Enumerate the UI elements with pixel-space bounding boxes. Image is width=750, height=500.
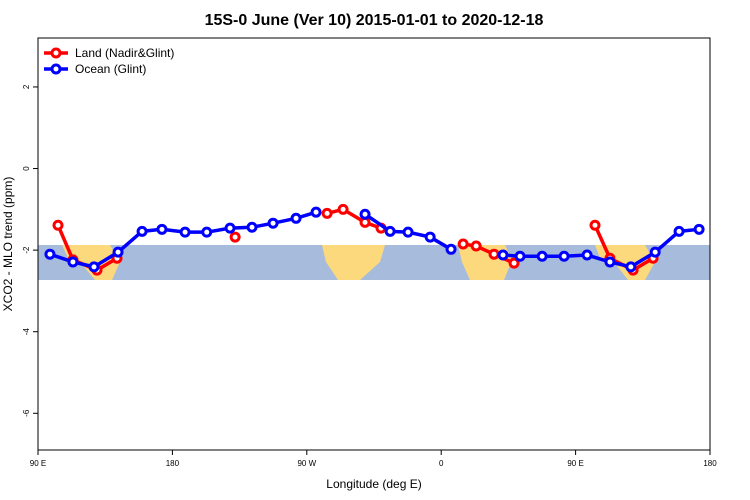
x-tick-label: 90 E — [30, 459, 46, 468]
point — [497, 249, 509, 261]
legend-label: Ocean (Glint) — [75, 62, 146, 76]
x-tick-label: 0 — [439, 459, 444, 468]
point — [673, 225, 685, 237]
point — [457, 238, 469, 250]
land — [322, 245, 385, 280]
y-tick-label: -4 — [22, 328, 31, 336]
x-tick-label: 180 — [703, 459, 717, 468]
point — [179, 226, 191, 238]
point — [424, 231, 436, 243]
point — [649, 246, 661, 258]
point — [445, 243, 457, 255]
point — [693, 223, 705, 235]
x-axis-label: Longitude (deg E) — [326, 477, 421, 491]
plot-frame — [37, 37, 711, 451]
point — [52, 219, 64, 231]
point — [246, 221, 258, 233]
x-tick-label: 180 — [166, 459, 180, 468]
x-tick-label: 90 W — [297, 459, 316, 468]
y-tick-label: -2 — [22, 246, 31, 254]
legend-marker — [50, 47, 62, 59]
point — [359, 208, 371, 220]
y-tick-label: 0 — [22, 166, 31, 171]
x-tick-label: 90 E — [567, 459, 583, 468]
point — [508, 257, 520, 269]
point — [625, 261, 637, 273]
point — [229, 231, 241, 243]
point — [67, 256, 79, 268]
point — [136, 225, 148, 237]
point — [337, 203, 349, 215]
point — [112, 246, 124, 258]
y-axis-label: XCO2 - MLO trend (ppm) — [1, 177, 15, 312]
point — [558, 250, 570, 262]
y-tick-label: -6 — [22, 409, 31, 417]
point — [402, 226, 414, 238]
point — [488, 248, 500, 260]
point — [470, 240, 482, 252]
point — [604, 256, 616, 268]
point — [514, 250, 526, 262]
point — [267, 217, 279, 229]
point — [156, 223, 168, 235]
point — [310, 206, 322, 218]
point — [88, 261, 100, 273]
point — [536, 250, 548, 262]
y-tick-label: 2 — [22, 84, 31, 89]
legend-marker — [50, 63, 62, 75]
point — [581, 249, 593, 261]
point — [44, 248, 56, 260]
point — [384, 225, 396, 237]
chart-title: 15S-0 June (Ver 10) 2015-01-01 to 2020-1… — [205, 12, 544, 29]
point — [589, 219, 601, 231]
legend-label: Land (Nadir&Glint) — [75, 46, 174, 60]
point — [224, 222, 236, 234]
point — [321, 207, 333, 219]
point — [290, 212, 302, 224]
point — [201, 226, 213, 238]
